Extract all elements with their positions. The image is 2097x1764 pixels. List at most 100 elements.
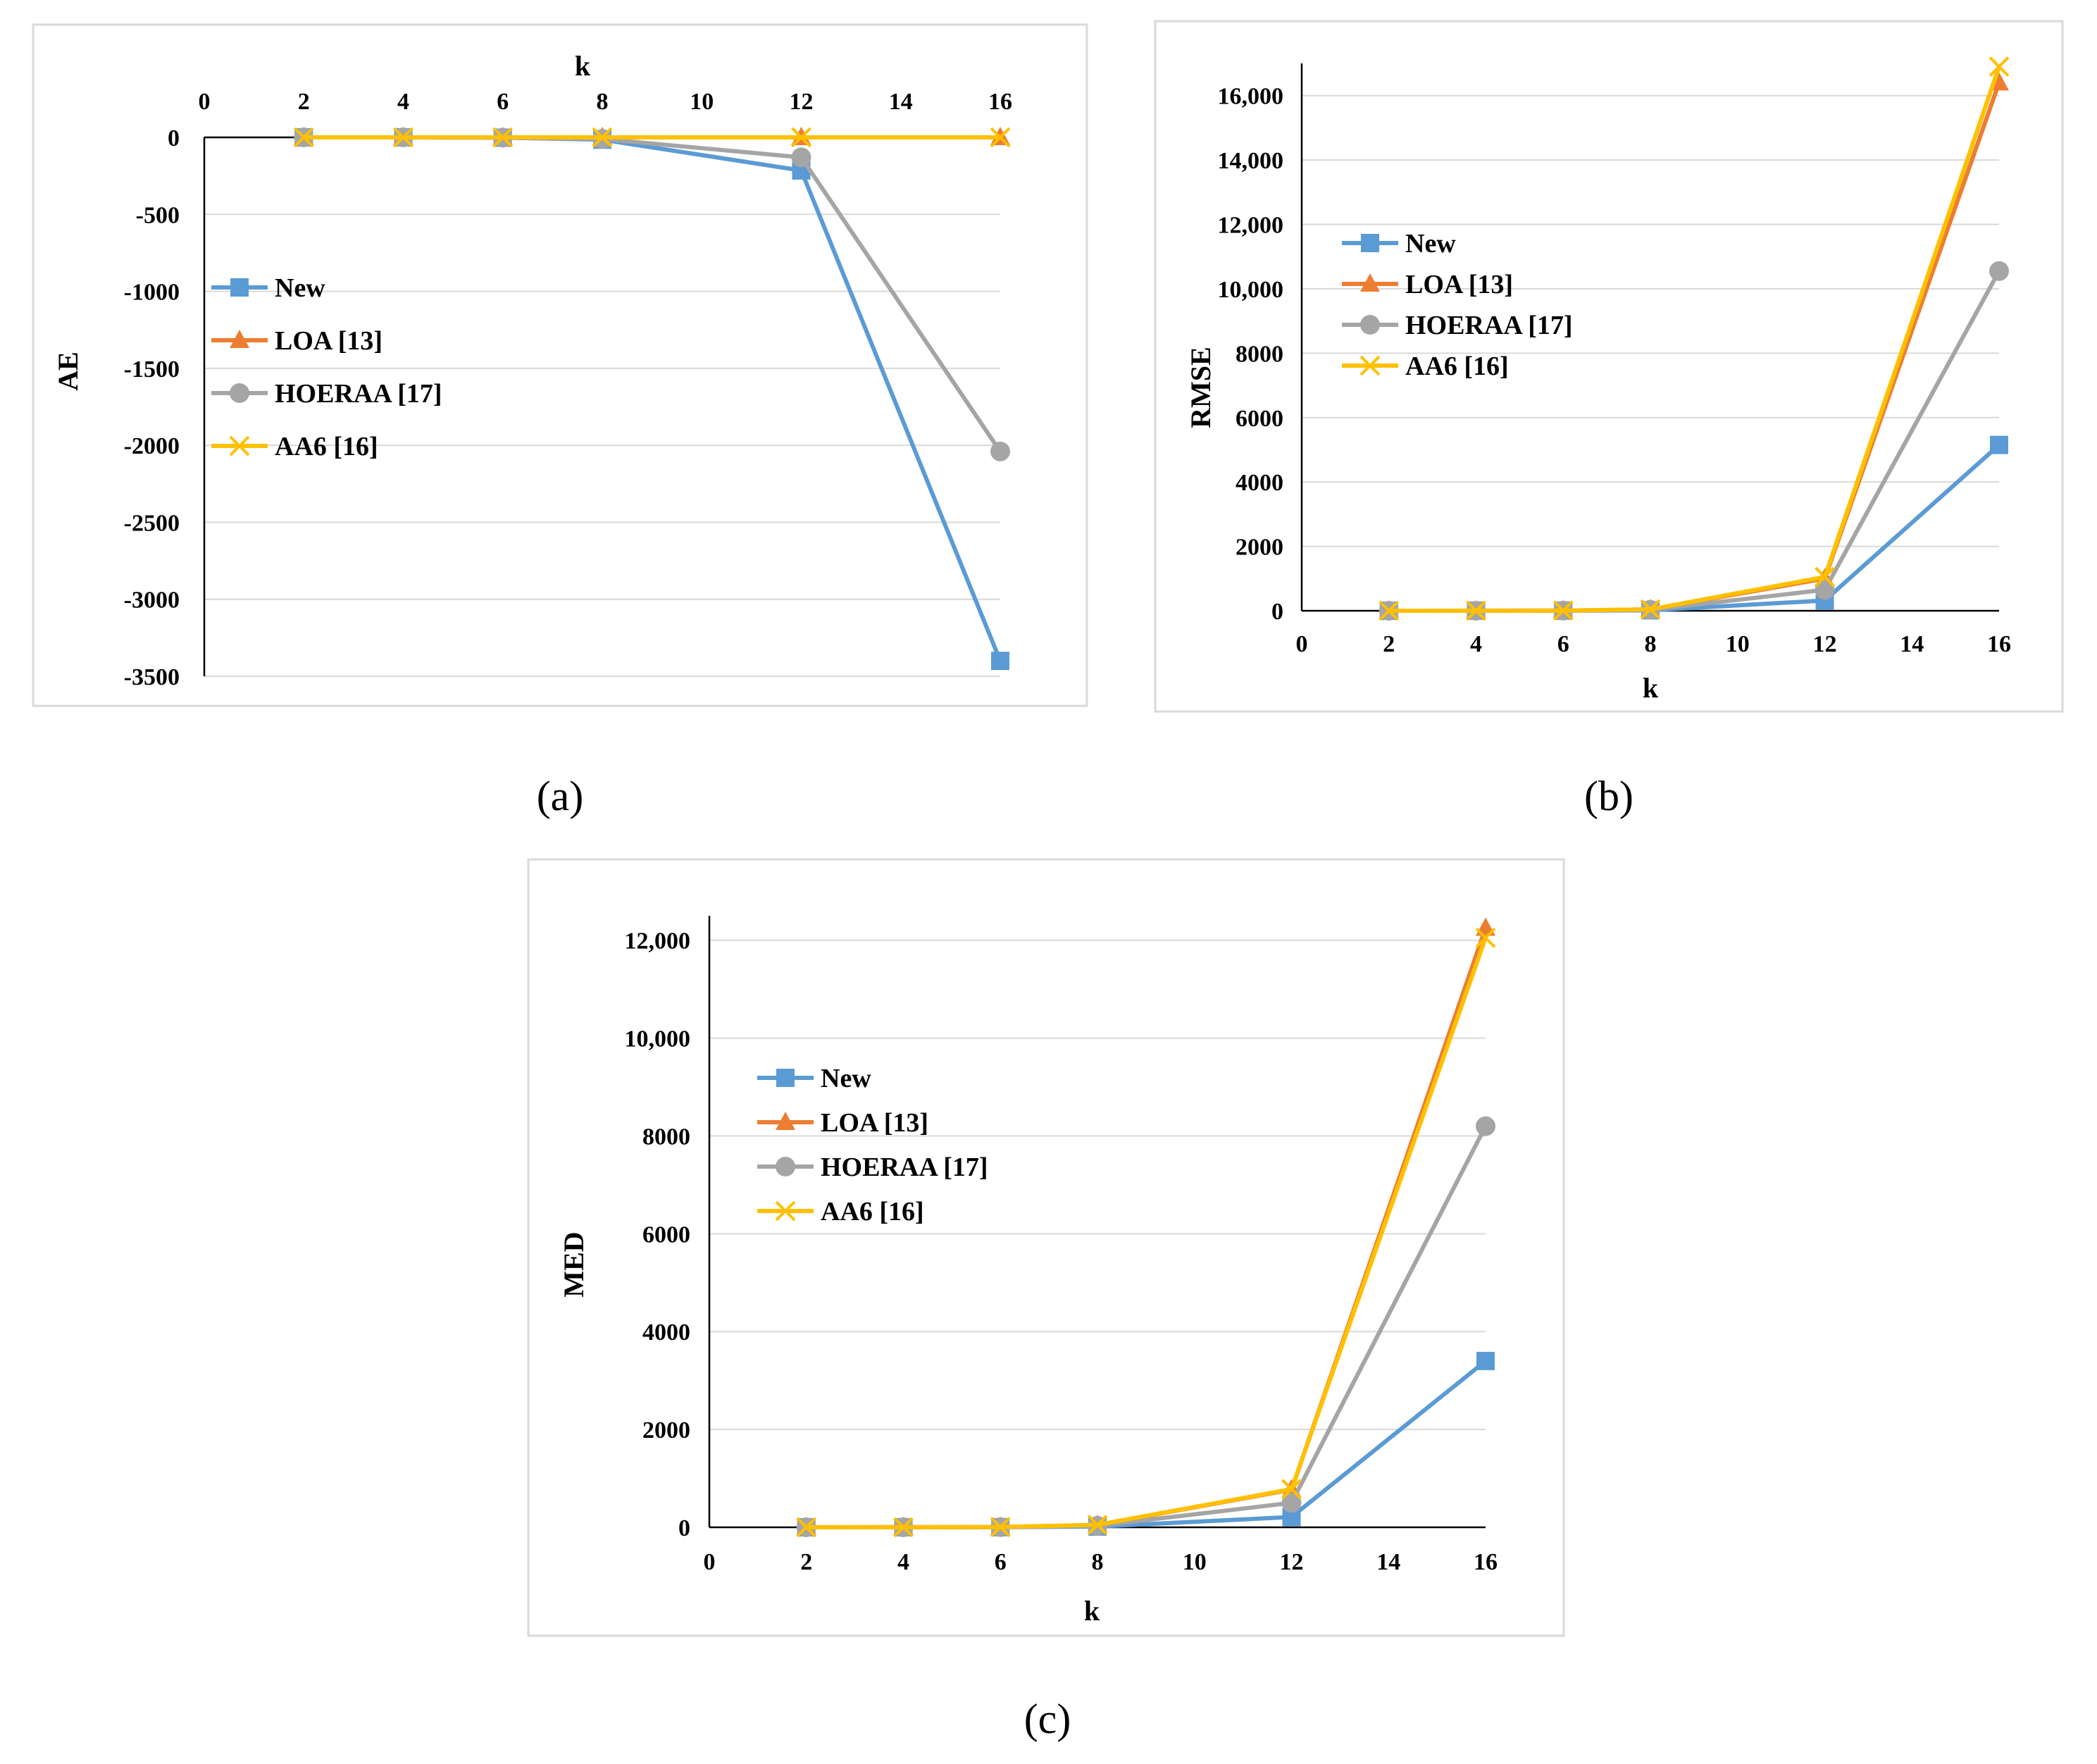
legend-label: AA6 [16]: [275, 432, 378, 461]
legend-label: New: [821, 1064, 871, 1093]
legend-label: HOERAA [17]: [821, 1153, 988, 1182]
data-point-x: [1815, 566, 1835, 588]
data-point-x: [796, 1517, 817, 1538]
data-point-x: [893, 1517, 914, 1538]
y-tick-label: 14,000: [1218, 148, 1284, 174]
y-tick-label: 12,000: [1218, 213, 1284, 239]
plot-a: 0 -500 -1000 -1500 -2000 -2500 -3000 -3500 0 2 4 6 8…: [52, 50, 1012, 690]
x-tick-label: 8: [597, 89, 609, 115]
x-tick-label: 6: [995, 1549, 1007, 1575]
x-tick-label: 2: [1383, 631, 1395, 657]
y-tick-label: 2000: [642, 1417, 690, 1443]
y-axis-title: AE: [52, 352, 84, 391]
series-line-x: [806, 937, 1488, 1529]
y-tick-label: 0: [1271, 599, 1283, 625]
legend-label: LOA [13]: [821, 1108, 928, 1138]
y-tick-label: 0: [678, 1515, 690, 1541]
x-tick-label: 4: [897, 1549, 909, 1575]
legend-marker: [775, 1200, 796, 1222]
x-axis-title: k: [1643, 672, 1659, 704]
data-point-x: [1989, 56, 2010, 77]
legend-label: AA6 [16]: [821, 1197, 924, 1226]
y-tick-label: 8000: [642, 1124, 690, 1150]
x-tick-label: 2: [298, 89, 310, 115]
legend-marker: [1359, 355, 1381, 376]
y-tick-label: 10,000: [1218, 277, 1284, 303]
x-tick-label: 4: [1470, 631, 1482, 657]
legend-label: AA6 [16]: [1405, 352, 1509, 381]
data-point-square: [991, 652, 1009, 671]
x-tick-label: 14: [1900, 631, 1924, 657]
data-point-circle: [1989, 261, 2009, 281]
data-point-square: [1476, 1351, 1495, 1370]
y-tick-label: 16,000: [1218, 84, 1284, 110]
x-tick-label: 14: [1376, 1549, 1400, 1575]
legend-marker: [1361, 234, 1379, 252]
y-tick-label: 6000: [642, 1222, 690, 1248]
data-point-x: [393, 127, 413, 148]
panel-a-frame: [32, 23, 1088, 707]
y-tick-label: 6000: [1236, 406, 1283, 432]
legend-label: LOA [13]: [1405, 270, 1513, 299]
caption-a: (a): [537, 773, 584, 819]
panel-c-frame: [527, 858, 1565, 1637]
y-tick-label: 4000: [1236, 470, 1283, 496]
x-tick-label: 8: [1092, 1549, 1104, 1575]
data-point-x: [990, 1517, 1011, 1538]
x-tick-label: 0: [199, 89, 211, 115]
x-tick-label: 16: [988, 89, 1012, 115]
data-point-x: [1281, 1479, 1302, 1500]
legend-label: LOA [13]: [275, 326, 382, 356]
data-point-x: [1552, 600, 1574, 621]
data-point-x: [1640, 599, 1661, 620]
data-point-circle: [791, 147, 811, 168]
legend-marker: [230, 278, 249, 297]
data-point-circle: [1815, 580, 1835, 600]
x-tick-label: 0: [1296, 631, 1308, 657]
legend-marker: [776, 1157, 795, 1176]
x-tick-label: 2: [800, 1549, 812, 1575]
x-axis-title: k: [1084, 1595, 1100, 1627]
y-axis-title: MED: [558, 1231, 590, 1297]
x-tick-label: 12: [1280, 1549, 1304, 1575]
data-point-x: [492, 127, 514, 148]
data-point-x: [990, 127, 1011, 148]
y-tick-label: -2500: [124, 510, 180, 536]
data-point-x: [1087, 1515, 1108, 1535]
x-tick-label: 6: [497, 89, 509, 115]
y-tick-label: 10,000: [625, 1026, 691, 1052]
panel-b-frame: [1154, 20, 2064, 713]
y-axis-title: RMSE: [1185, 347, 1216, 428]
data-point-x: [592, 127, 613, 148]
data-point-circle: [1476, 1116, 1495, 1136]
data-point-x: [791, 127, 811, 148]
plot-c: 0 2000 4000 6000 8000 10,000 12,000 0 2 4 6 8 10 12 14…: [558, 916, 1498, 1627]
x-tick-label: 16: [1987, 631, 2011, 657]
legend-label: New: [1405, 229, 1456, 259]
x-axis-title: k: [575, 50, 591, 82]
legend-marker: [230, 330, 249, 348]
legend-label: New: [275, 273, 325, 303]
y-tick-label: -2000: [124, 433, 180, 459]
x-tick-label: 0: [704, 1549, 716, 1575]
x-tick-label: 10: [690, 89, 714, 115]
legend-marker: [776, 1112, 795, 1130]
x-tick-label: 10: [1183, 1549, 1207, 1575]
data-point-circle: [1281, 1493, 1302, 1513]
y-tick-label: 2000: [1236, 535, 1283, 561]
y-tick-label: -1000: [124, 280, 180, 306]
x-tick-label: 14: [889, 89, 913, 115]
caption-b: (b): [1584, 773, 1634, 819]
y-tick-label: 4000: [642, 1319, 690, 1346]
legend-marker: [1360, 273, 1380, 292]
series-line-x: [1388, 66, 2001, 613]
data-point-x: [293, 127, 314, 148]
y-tick-label: -3500: [124, 664, 180, 690]
x-tick-label: 12: [790, 89, 814, 115]
data-point-x: [1475, 927, 1496, 948]
legend-marker: [1360, 315, 1380, 335]
x-tick-label: 16: [1474, 1549, 1498, 1575]
legend-marker: [229, 435, 250, 456]
x-tick-label: 8: [1645, 631, 1657, 657]
